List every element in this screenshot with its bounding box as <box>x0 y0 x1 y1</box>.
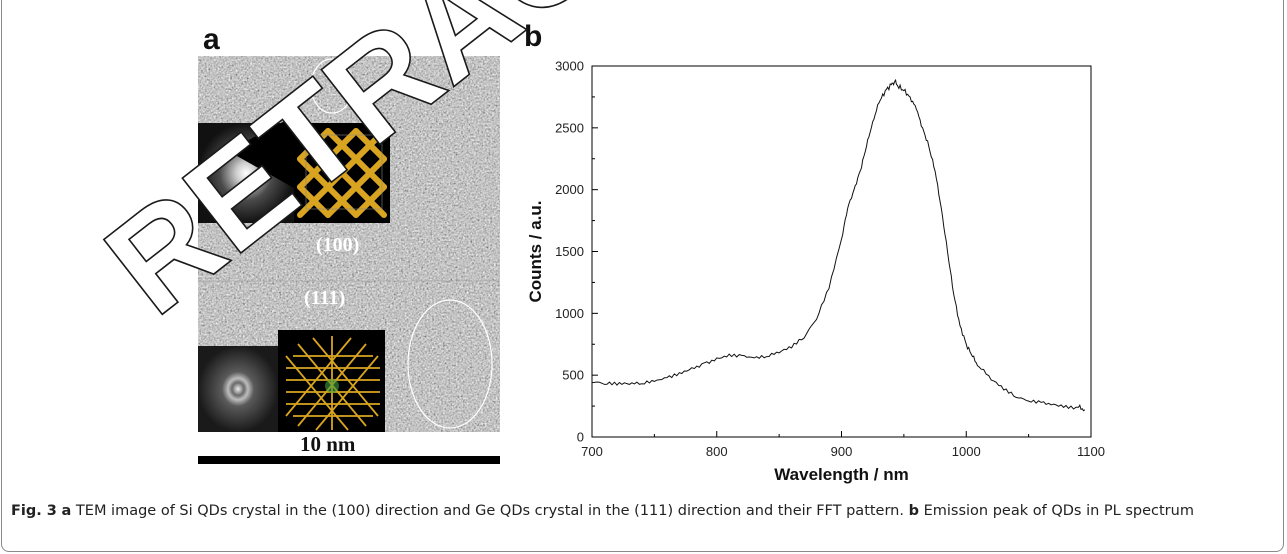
y-tick-label: 1000 <box>555 306 584 321</box>
pl-series-line <box>591 78 1086 412</box>
x-tick-label: 800 <box>706 444 728 459</box>
panel-a-label: a <box>203 23 220 56</box>
caption-fig-label: Fig. 3 <box>11 503 57 519</box>
caption-part-a-text: TEM image of Si QDs crystal in the (100)… <box>71 503 909 519</box>
figure-caption: Fig. 3 a TEM image of Si QDs crystal in … <box>11 501 1273 522</box>
y-tick-label: 2500 <box>555 120 584 135</box>
caption-part-b-label: b <box>908 503 919 519</box>
caption-part-a-label: a <box>61 503 72 519</box>
y-tick-label: 500 <box>562 368 584 383</box>
ge-lattice-inset <box>278 330 385 432</box>
watermark-text: RETRACTED <box>79 0 844 344</box>
tem-image: (100) (111) <box>198 56 500 432</box>
si-qd-circle <box>310 58 354 114</box>
fft-inset-ge <box>198 346 278 432</box>
x-tick-label: 700 <box>581 444 603 459</box>
direction-100-label: (100) <box>316 234 360 256</box>
scale-bar-label: 10 nm <box>300 432 356 456</box>
scale-bar <box>198 456 500 464</box>
y-tick-label: 1500 <box>555 244 584 259</box>
tem-micrograph <box>198 56 500 432</box>
panel-b-label: b <box>524 20 543 53</box>
direction-111-label: (111) <box>304 287 346 309</box>
si-lattice-inset <box>294 123 390 223</box>
y-tick-label: 2000 <box>555 182 584 197</box>
x-tick-label: 1000 <box>952 444 981 459</box>
ge-qd-circle <box>407 299 493 429</box>
y-tick-label: 3000 <box>555 59 584 74</box>
x-axis-label: Wavelength / nm <box>774 465 908 484</box>
y-tick-label: 0 <box>577 430 584 445</box>
caption-part-b-text: Emission peak of QDs in PL spectrum <box>919 503 1194 519</box>
x-tick-label: 1100 <box>1077 444 1105 459</box>
y-axis-label: Counts / a.u. <box>526 201 545 303</box>
x-tick-label: 900 <box>831 444 853 459</box>
